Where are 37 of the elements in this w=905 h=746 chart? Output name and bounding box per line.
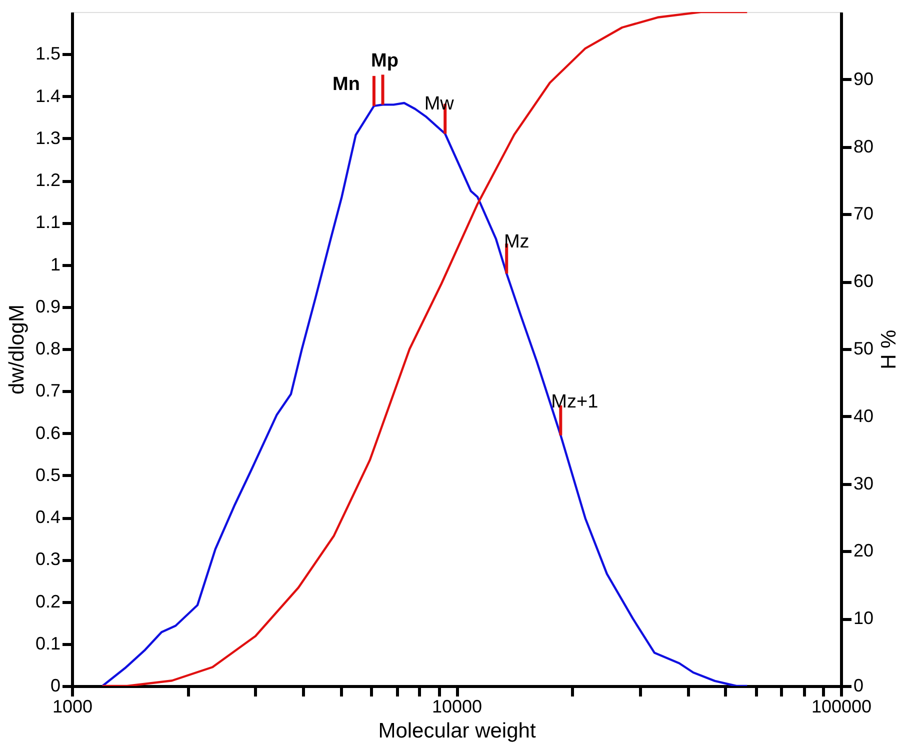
y-tick-label: 0.2	[35, 591, 60, 612]
y-tick-label: 0.3	[35, 549, 60, 570]
y2-tick-label: 20	[854, 540, 874, 561]
y-axis-title: dw/dlogM	[5, 304, 28, 394]
y-tick-label: 0.7	[35, 380, 60, 401]
x-tick-label: 1000	[52, 696, 93, 716]
y2-tick-label: 50	[854, 338, 874, 358]
y-tick-label: 1.2	[35, 170, 60, 190]
y2-tick-label: 60	[854, 271, 874, 292]
y2-axis-title: H %	[878, 330, 901, 370]
annotation: Mw	[424, 94, 454, 115]
y-tick-label: 0.1	[35, 633, 60, 654]
y2-tick-label: 90	[854, 68, 874, 89]
annotation: Mp	[371, 50, 398, 72]
y-tick-label: 0.6	[35, 422, 60, 443]
y-tick-label: 1.3	[35, 128, 60, 148]
annotation: Mz+1	[551, 391, 598, 412]
y-tick-label: 1.1	[35, 212, 60, 232]
x-tick-label: 100000	[811, 696, 872, 716]
y2-tick-label: 70	[854, 204, 874, 224]
y-tick-label: 0.4	[35, 507, 60, 527]
x-tick-label: 10000	[432, 696, 482, 716]
y-tick-label: 0	[50, 676, 60, 696]
y-tick-label: 0.5	[35, 464, 60, 485]
y2-tick-label: 30	[854, 473, 874, 494]
annotation: Mz	[504, 232, 530, 253]
y-tick-label: 0.9	[35, 296, 60, 316]
y-tick-label: 1.4	[35, 86, 60, 106]
x-axis-title: Molecular weight	[378, 720, 536, 742]
y2-tick-label: 0	[854, 676, 864, 696]
annotation: Mn	[332, 74, 360, 95]
y-tick-label: 1.5	[35, 44, 60, 64]
y-tick-label: 0.8	[35, 338, 60, 358]
y2-tick-label: 40	[854, 406, 874, 426]
y-tick-label: 1	[50, 254, 60, 274]
y2-tick-label: 10	[854, 608, 874, 628]
y2-tick-label: 80	[854, 136, 874, 156]
